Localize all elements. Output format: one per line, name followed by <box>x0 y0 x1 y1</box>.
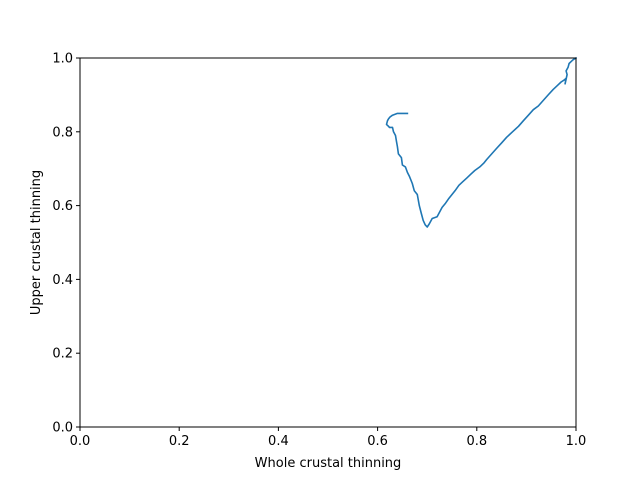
x-tick-label: 0.2 <box>169 434 190 449</box>
y-axis-label: Upper crustal thinning <box>29 170 44 315</box>
axes-frame <box>79 57 577 428</box>
x-tick-label: 0.8 <box>466 434 487 449</box>
y-tick-label: 0.4 <box>52 273 73 288</box>
series-line-thinning-path <box>385 56 578 228</box>
plot-area <box>79 56 578 428</box>
x-tick-label: 1.0 <box>566 434 587 449</box>
x-axis-ticks: 0.0 0.2 0.4 0.6 0.8 1.0 <box>70 427 587 449</box>
series-layer <box>385 56 578 228</box>
x-tick-label: 0.6 <box>367 434 388 449</box>
y-tick-label: 1.0 <box>52 52 73 67</box>
y-axis-ticks: 0.0 0.2 0.4 0.6 0.8 1.0 <box>52 52 80 436</box>
y-tick-label: 0.2 <box>52 347 73 362</box>
y-tick-label: 0.6 <box>52 199 73 214</box>
x-axis-label: Whole crustal thinning <box>255 456 402 471</box>
x-tick-label: 0.0 <box>70 434 91 449</box>
y-tick-label: 0.8 <box>52 125 73 140</box>
y-tick-label: 0.0 <box>52 421 73 436</box>
x-tick-label: 0.4 <box>268 434 289 449</box>
